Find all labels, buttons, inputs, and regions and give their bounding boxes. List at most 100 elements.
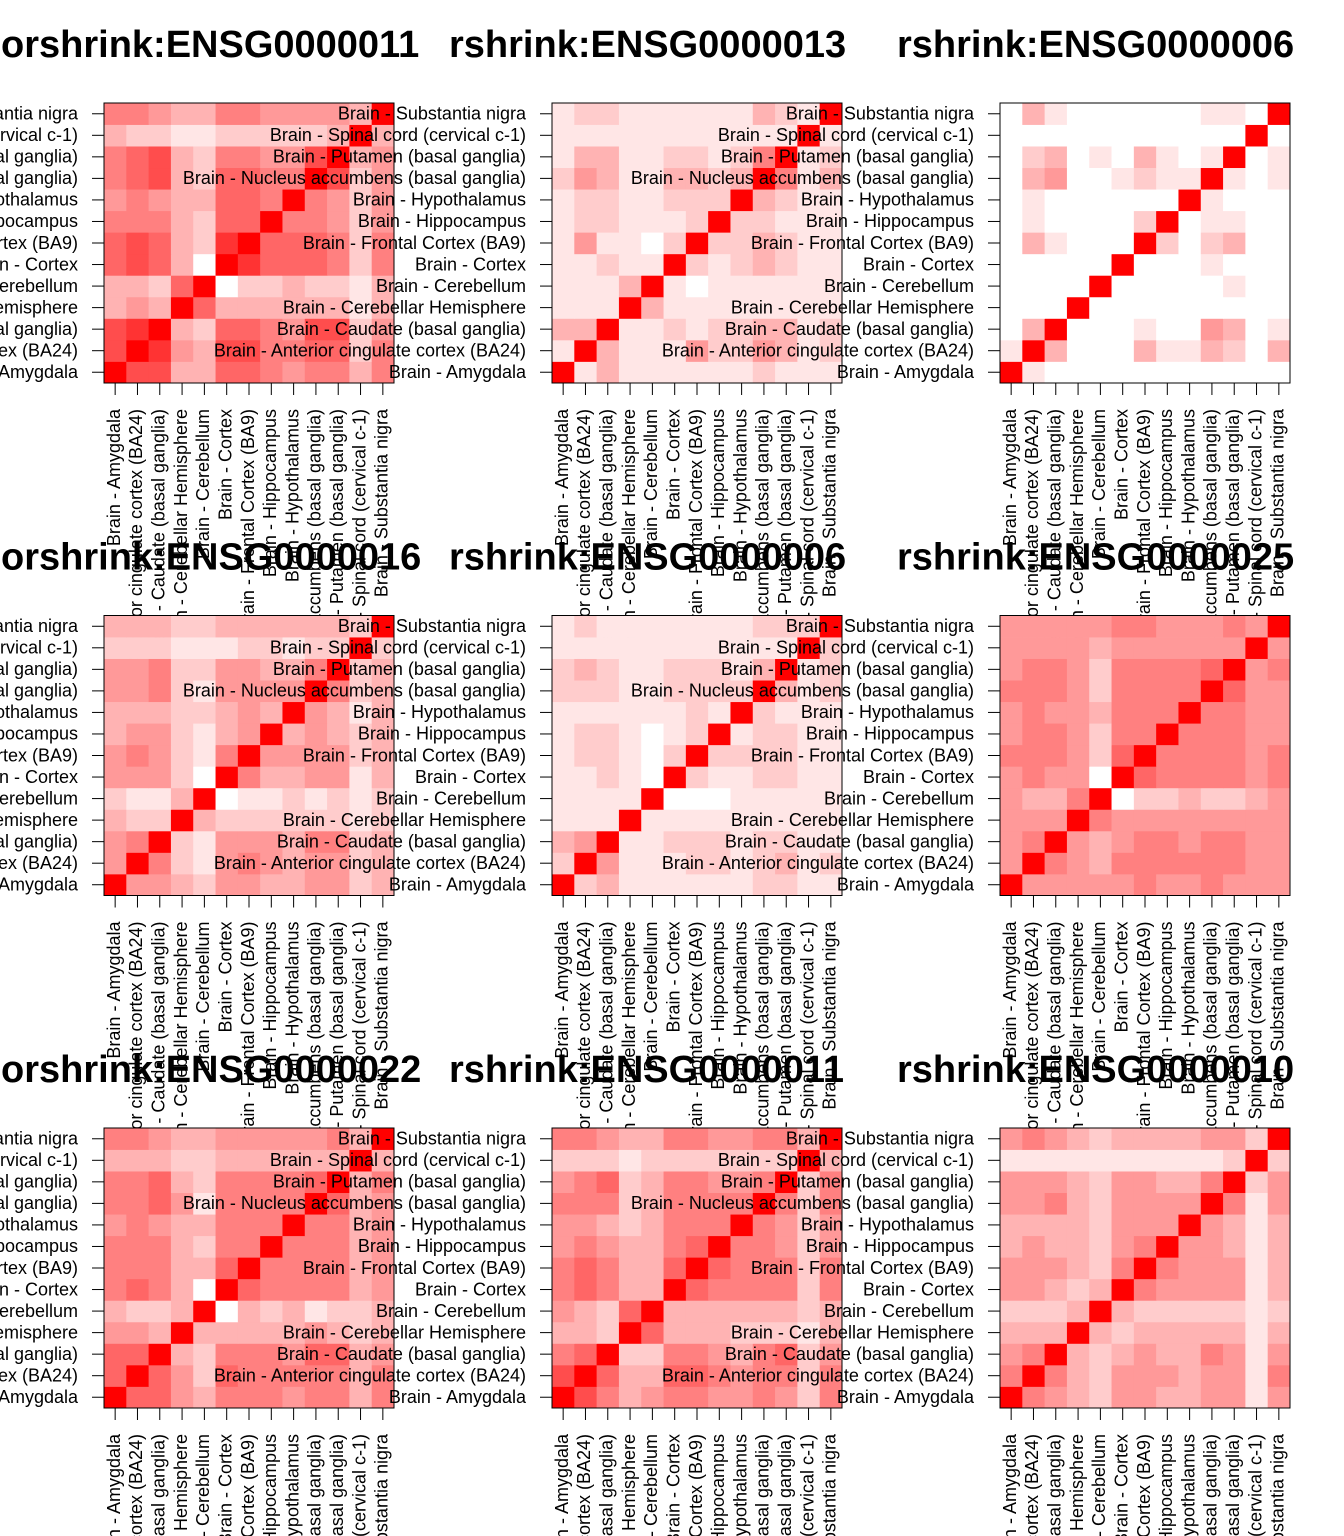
heat-cell (1200, 615, 1224, 638)
heat-cell (641, 210, 664, 233)
heat-cell (1022, 189, 1046, 212)
heat-cell (775, 1364, 798, 1387)
heat-cell (1156, 318, 1179, 341)
x-tick-label: Brain - Cortex (215, 409, 235, 520)
heat-cell (1267, 1300, 1291, 1323)
y-tick-label: Brain - Cerebellum (376, 1301, 526, 1321)
heat-cell (349, 167, 373, 190)
heat-cell (641, 658, 664, 681)
heat-cell (708, 275, 731, 298)
heat-cell (730, 1386, 754, 1409)
heat-cell (574, 744, 598, 767)
heat-cell (1022, 701, 1046, 724)
x-tick-label: Brain - Cortex (1111, 922, 1131, 1033)
heat-cell (104, 1149, 127, 1172)
heat-cell (1200, 1149, 1224, 1172)
x-tick-label: Brain - Cortex (215, 1434, 235, 1536)
heat-cell (1133, 723, 1157, 746)
heat-cell (1022, 658, 1046, 681)
heat-cell (1133, 167, 1157, 190)
heat-cell (1066, 232, 1090, 255)
heat-cell (215, 658, 239, 681)
heat-cell (237, 339, 261, 362)
heat-cell (596, 1278, 620, 1301)
heat-cell (215, 253, 239, 276)
y-tick-label: Brain - Anterior cingulate cortex (BA24) (662, 1365, 974, 1385)
heat-cell (1223, 809, 1246, 832)
heat-cell (282, 680, 306, 703)
heat-cell (282, 1257, 306, 1280)
y-tick-label: Brain - Cortex (0, 254, 78, 274)
heat-cell (260, 361, 283, 384)
heat-cell (237, 1192, 261, 1215)
heat-cell (193, 210, 216, 233)
heat-cell (618, 658, 642, 681)
heat-cell (327, 680, 350, 703)
heat-cell (641, 1257, 664, 1280)
heat-cell (215, 809, 239, 832)
heat-cell (304, 318, 328, 341)
x-tick-label: Brain - Putamen (basal ganglia) (775, 1434, 795, 1536)
heat-cell (1245, 1364, 1269, 1387)
heat-cell (104, 809, 127, 832)
heat-cell (1022, 253, 1046, 276)
heat-cell (260, 296, 283, 319)
heat-cell (819, 1321, 843, 1344)
heat-cell (1267, 103, 1291, 125)
heat-cell (148, 1128, 172, 1150)
heat-cell (1044, 701, 1068, 724)
heat-cell (126, 1300, 150, 1323)
heat-cell (1200, 1364, 1224, 1387)
heat-cell (819, 1149, 843, 1172)
heat-cell (260, 318, 283, 341)
heat-cell (104, 103, 127, 125)
heat-cell (1178, 701, 1202, 724)
heat-cell (552, 167, 575, 190)
heat-cell (1000, 167, 1023, 190)
y-tick-label: Brain - Putamen (basal ganglia) (0, 147, 78, 167)
heat-cell (304, 701, 328, 724)
heat-cell (1133, 701, 1157, 724)
heat-cell (170, 210, 194, 233)
y-tick-label: Brain - Caudate (basal ganglia) (277, 831, 526, 851)
heat-cell (237, 210, 261, 233)
heat-cell (730, 852, 754, 875)
heat-cell (752, 318, 776, 341)
heat-cell (104, 232, 127, 255)
heat-cell (1245, 1128, 1269, 1150)
heat-cell (752, 146, 776, 169)
heat-cell (775, 615, 798, 638)
heat-cell (1000, 637, 1023, 659)
heat-cell (260, 1343, 283, 1366)
heat-cell (349, 296, 373, 319)
heat-cell (775, 361, 798, 384)
x-tick-label: Brain - Cortex (663, 409, 683, 520)
heat-cell (663, 1300, 687, 1323)
heat-cell (282, 210, 306, 233)
heat-cell (1223, 701, 1246, 724)
heat-cell (1267, 852, 1291, 875)
heat-cell (1223, 167, 1246, 190)
heat-cell (170, 253, 194, 276)
heat-cell (1066, 852, 1090, 875)
heat-cell (327, 253, 350, 276)
heat-cell (371, 1257, 395, 1280)
heat-cell (663, 253, 687, 276)
heat-cell (596, 210, 620, 233)
heat-cell (327, 873, 350, 896)
heat-cell (730, 275, 754, 298)
heat-cell (663, 1235, 687, 1258)
heat-cell (215, 723, 239, 746)
heat-cell (685, 766, 709, 789)
heat-cell (1178, 766, 1202, 789)
heat-cell (752, 232, 776, 255)
heat-cell (126, 1235, 150, 1258)
y-tick-label: Brain - Frontal Cortex (BA9) (303, 233, 526, 253)
heat-cell (104, 1214, 127, 1237)
heat-cell (819, 1214, 843, 1237)
y-tick-label: Brain - Hypothalamus (0, 1215, 78, 1235)
y-tick-label: Brain - Anterior cingulate cortex (BA24) (0, 340, 78, 360)
heat-cell (641, 1171, 664, 1194)
heat-cell (1111, 852, 1135, 875)
heat-cell (1044, 809, 1068, 832)
